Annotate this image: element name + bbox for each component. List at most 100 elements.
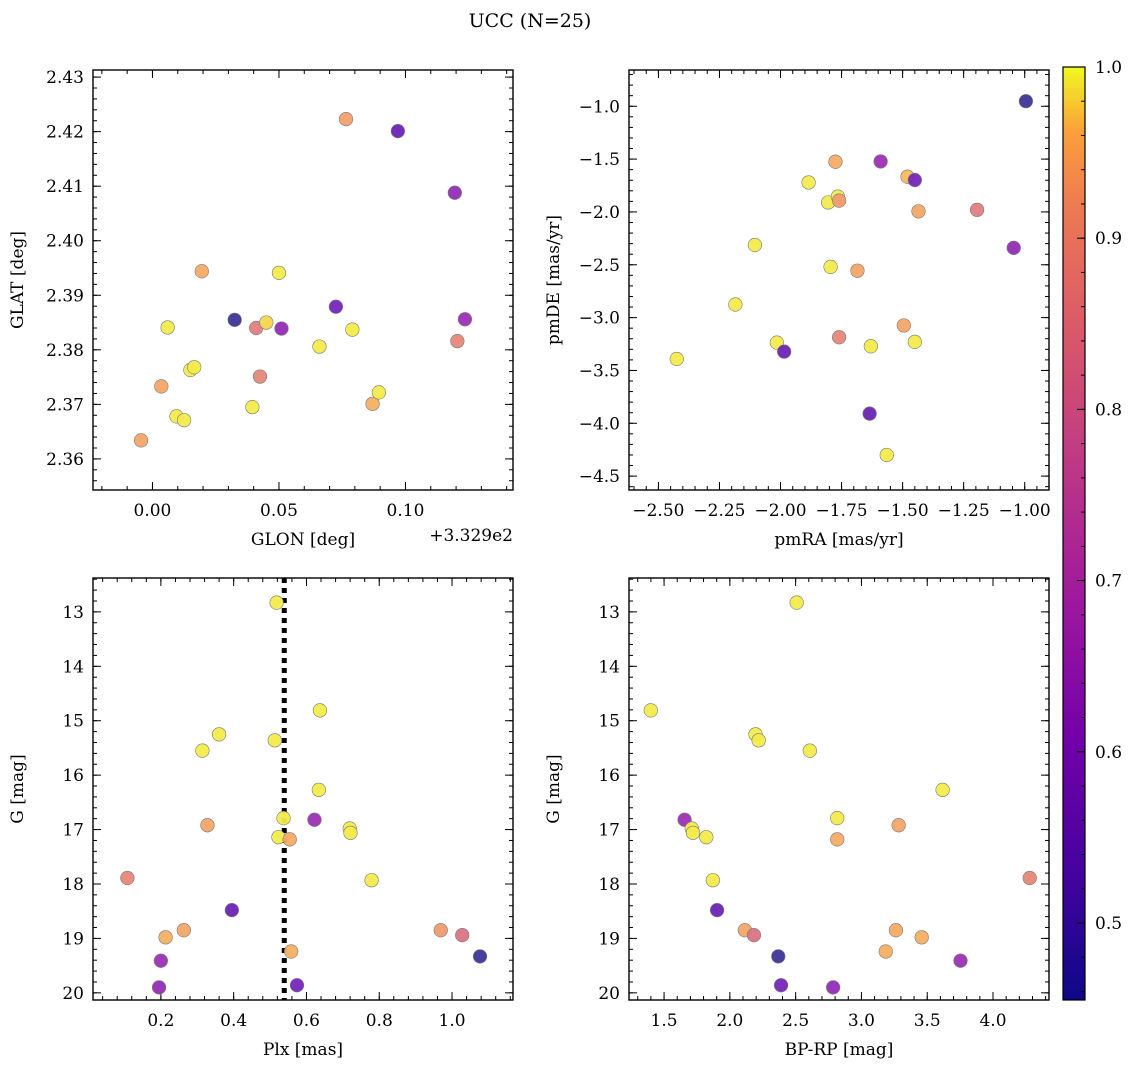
data-point bbox=[269, 595, 284, 610]
plot-frame bbox=[628, 577, 1050, 1001]
data-point bbox=[455, 928, 470, 943]
y-tick-label: −1.5 bbox=[579, 150, 620, 170]
x-tick-label: −1.50 bbox=[877, 501, 929, 521]
y-tick-label: 15 bbox=[62, 712, 84, 732]
panel-glon-glat: 0.00 0.05 0.10 2.36 2.37 2.38 2.39 2.40 2.41 2.42… bbox=[8, 68, 514, 550]
data-point bbox=[823, 259, 838, 274]
y-tick-label: 2.42 bbox=[46, 123, 84, 143]
panel-bprp-g: 1.5 2.0 2.5 3.0 3.5 4.0 13 14 15 16 17 18 19 20 BP-RP … bbox=[544, 577, 1050, 1060]
y-axis-label: G [mag] bbox=[8, 754, 28, 823]
data-point bbox=[120, 870, 135, 886]
data-point bbox=[176, 413, 192, 428]
data-point bbox=[751, 733, 766, 748]
data-point bbox=[830, 811, 845, 826]
y-tick-label: 2.40 bbox=[46, 232, 84, 252]
data-point bbox=[907, 334, 922, 350]
data-point bbox=[1022, 870, 1037, 886]
data-point bbox=[832, 193, 847, 208]
y-tick-label: 16 bbox=[62, 766, 84, 786]
data-point bbox=[343, 825, 358, 840]
x-tick-label: 2.0 bbox=[716, 1011, 743, 1031]
data-point bbox=[194, 264, 209, 279]
x-axis-label: GLON [deg] bbox=[251, 530, 355, 550]
x-tick-label: 1.0 bbox=[439, 1011, 466, 1031]
data-point bbox=[176, 923, 191, 938]
data-point bbox=[311, 782, 326, 797]
y-tick-label: 18 bbox=[62, 875, 84, 895]
data-point bbox=[312, 339, 327, 354]
data-point bbox=[227, 312, 242, 327]
y-tick-label: 2.38 bbox=[46, 341, 84, 361]
x-axis-label: BP-RP [mag] bbox=[785, 1040, 894, 1060]
y-tick-label: 20 bbox=[598, 984, 620, 1004]
data-point bbox=[699, 830, 714, 845]
x-tick-label: 1.5 bbox=[651, 1011, 678, 1031]
data-point bbox=[274, 321, 289, 336]
data-point bbox=[878, 944, 893, 959]
y-tick-label: 17 bbox=[62, 821, 84, 841]
data-point bbox=[133, 433, 149, 448]
y-tick-label: −3.5 bbox=[579, 361, 620, 381]
data-point bbox=[212, 727, 227, 742]
y-tick-label: 2.37 bbox=[46, 395, 84, 415]
x-tick-label: −2.25 bbox=[693, 501, 745, 521]
colorbar-tick-label: 0.9 bbox=[1095, 229, 1122, 249]
data-point bbox=[773, 978, 789, 993]
y-tick-label: 2.43 bbox=[46, 68, 84, 88]
x-tick-label: −1.75 bbox=[816, 501, 868, 521]
data-point bbox=[728, 297, 743, 312]
data-point bbox=[953, 953, 968, 968]
data-point bbox=[154, 379, 169, 394]
data-point bbox=[685, 825, 701, 840]
data-point bbox=[850, 263, 865, 278]
data-point bbox=[289, 978, 305, 993]
data-point bbox=[390, 123, 405, 139]
data-point bbox=[705, 873, 720, 888]
data-point bbox=[669, 351, 684, 367]
x-tick-label: −1.25 bbox=[938, 501, 990, 521]
data-point bbox=[267, 733, 282, 748]
data-point bbox=[828, 154, 843, 169]
y-tick-label: 2.39 bbox=[46, 286, 84, 306]
y-tick-label: 20 bbox=[62, 984, 84, 1004]
data-point bbox=[888, 923, 904, 938]
y-tick-label: −4.0 bbox=[579, 414, 620, 434]
plot-frame bbox=[92, 577, 514, 1001]
data-point bbox=[160, 320, 175, 335]
y-axis-label: GLAT [deg] bbox=[8, 231, 28, 329]
x-tick-label: 2.5 bbox=[782, 1011, 809, 1031]
colorbar-tick-label: 1.0 bbox=[1095, 58, 1122, 78]
data-point bbox=[259, 315, 274, 330]
plot-frame bbox=[92, 69, 514, 491]
x-offset-label: +3.329e2 bbox=[429, 526, 513, 546]
data-point bbox=[187, 360, 202, 375]
data-point bbox=[307, 812, 322, 827]
y-tick-label: −3.0 bbox=[579, 309, 620, 329]
x-tick-label: 0.10 bbox=[387, 501, 425, 521]
y-tick-label: 13 bbox=[62, 603, 84, 623]
data-point bbox=[862, 406, 877, 421]
data-point bbox=[224, 903, 239, 918]
y-tick-label: 2.41 bbox=[46, 177, 84, 197]
x-axis-label: Plx [mas] bbox=[263, 1040, 343, 1060]
y-tick-label: 19 bbox=[62, 929, 84, 949]
x-tick-label: 0.2 bbox=[147, 1011, 174, 1031]
data-point bbox=[245, 399, 260, 415]
data-point bbox=[911, 204, 926, 219]
colorbar-gradient bbox=[1062, 66, 1086, 1001]
y-tick-label: 18 bbox=[598, 875, 620, 895]
y-tick-label: 17 bbox=[598, 821, 620, 841]
data-point bbox=[771, 949, 786, 964]
data-point bbox=[863, 339, 878, 354]
colorbar-tick-label: 0.7 bbox=[1095, 572, 1122, 592]
x-tick-label: −2.00 bbox=[754, 501, 806, 521]
colorbar-tick-label: 0.6 bbox=[1095, 743, 1122, 763]
data-point bbox=[472, 949, 488, 964]
colorbar-tick-label: 0.5 bbox=[1095, 914, 1122, 934]
x-axis-label: pmRA [mas/yr] bbox=[774, 530, 903, 550]
data-point bbox=[195, 743, 210, 758]
data-point bbox=[907, 172, 922, 188]
data-point bbox=[801, 175, 816, 190]
data-point bbox=[789, 595, 804, 610]
